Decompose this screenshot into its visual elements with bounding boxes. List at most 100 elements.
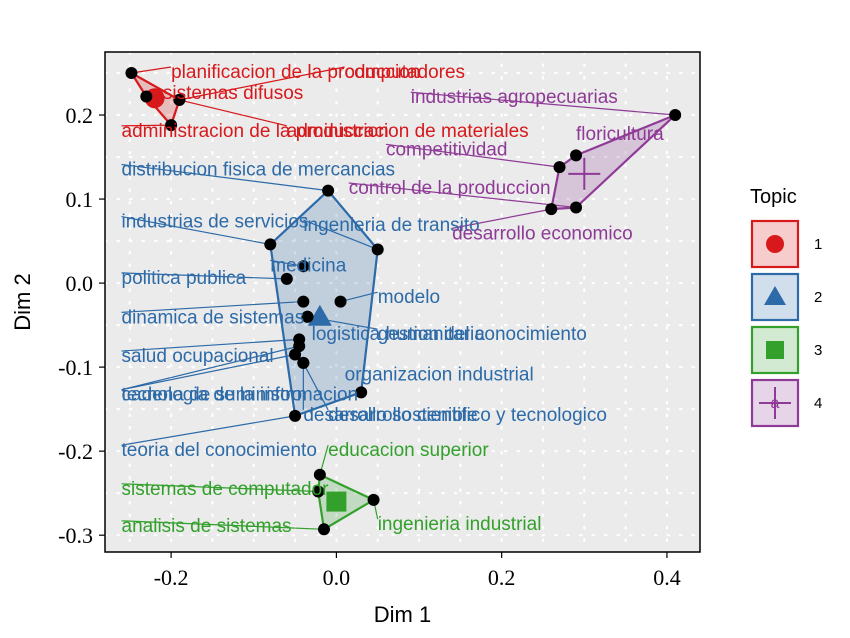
leader-line [121, 300, 304, 313]
y-axis-label: Dim 2 [10, 273, 35, 330]
x-axis-ticks: -0.2 0.0 0.2 0.4 [154, 552, 681, 590]
point-label: desarrollo sostenible [303, 405, 477, 426]
legend-title: Topic [750, 186, 797, 208]
point-label: sistemas de computador [122, 479, 330, 500]
data-point [165, 119, 178, 132]
x-tick-label: 0.4 [653, 565, 681, 590]
point-label: logistica humanitaria [312, 324, 486, 345]
leader-line [348, 182, 577, 209]
leader-line [303, 219, 378, 251]
y-axis-ticks: -0.3 -0.2 -0.1 0.0 0.1 0.2 [58, 103, 105, 548]
point-label: planificacion de la produccion [171, 62, 420, 83]
centroid-topic-2 [307, 304, 332, 326]
leader-line [121, 338, 300, 352]
data-point [297, 356, 310, 369]
data-point [313, 468, 326, 481]
data-point [297, 295, 310, 308]
y-tick-label: -0.1 [58, 355, 93, 380]
leader-line [385, 143, 560, 168]
legend-label: 2 [814, 289, 822, 306]
point-label: control de la produccion [349, 178, 551, 199]
legend-label: 1 [814, 236, 822, 253]
legend-marker-letter: a [771, 395, 780, 412]
data-point [125, 67, 138, 80]
point-label: educacion superior [328, 440, 489, 461]
leader-line [121, 215, 271, 246]
plot-border [104, 51, 701, 553]
point-label: ingenieria de transito [303, 215, 479, 236]
point-label: ingenieria industrial [378, 514, 542, 535]
point-label: industrias de servicios [122, 212, 309, 233]
point-label: floricultura [576, 124, 664, 145]
data-point [264, 238, 277, 251]
data-point [334, 295, 347, 308]
leader-line [302, 362, 329, 411]
data-point [570, 201, 583, 214]
centroid-topic-3 [326, 491, 347, 512]
legend-marker-square [766, 341, 784, 359]
point-label: desarrollo economico [452, 223, 633, 244]
data-point [553, 161, 566, 174]
point-label: desarrollo cientifico y tecnologico [328, 405, 607, 426]
leader-line [121, 483, 319, 493]
point-label: modelo [378, 287, 440, 308]
data-point [367, 493, 380, 506]
y-tick-label: 0.0 [66, 271, 94, 296]
y-tick-label: -0.2 [58, 439, 93, 464]
leader-line [121, 345, 300, 391]
data-point [301, 310, 314, 323]
x-axis-label: Dim 1 [374, 602, 431, 627]
point-label: computadores [345, 62, 465, 83]
leader-line [131, 66, 172, 74]
point-label: organizacion industrial [345, 365, 534, 386]
legend-marker-triangle [764, 286, 786, 305]
point-labels: planificacion de la produccion sistemas d… [122, 62, 665, 537]
data-points [125, 67, 682, 536]
point-label: administracion de materiales [287, 121, 529, 142]
leader-line [340, 291, 378, 303]
point-label: salud ocupacional [122, 346, 274, 367]
legend-marker-circle [766, 235, 784, 253]
leader-line [410, 91, 676, 116]
leader-line [121, 163, 329, 192]
data-point [669, 109, 682, 122]
leader-line [179, 66, 345, 101]
leader-line [121, 272, 287, 280]
data-point [289, 409, 302, 422]
leader-line [121, 124, 172, 127]
x-tick-label: 0.0 [323, 565, 351, 590]
point-label: politica publica [122, 268, 247, 289]
point-label: dinamica de sistemas [122, 307, 305, 328]
point-label: tecnologia de la informacion [122, 385, 359, 406]
point-label: medicina [270, 255, 346, 276]
point-label: analisis de sistemas [122, 516, 292, 537]
data-point [545, 203, 558, 216]
leader-line [121, 520, 325, 530]
data-point [280, 272, 293, 285]
data-point [570, 149, 583, 162]
leader-line [451, 208, 552, 229]
data-point [293, 340, 306, 353]
point-label: cadena de suministro [122, 385, 303, 406]
y-tick-label: 0.1 [66, 187, 94, 212]
point-label: administracion de la produccion [122, 121, 389, 142]
point-label: competitividad [386, 139, 507, 160]
data-point [317, 523, 330, 536]
data-point [371, 243, 384, 256]
point-label: teoria del conocimiento [122, 440, 317, 461]
leader-line [179, 99, 287, 127]
data-point [140, 90, 153, 103]
leader-line [121, 353, 296, 391]
point-label: gestion del conocimiento [378, 324, 587, 345]
data-point [312, 485, 325, 498]
data-point [297, 260, 310, 273]
legend: 1 2 3 a 4 [750, 219, 822, 428]
legend-label: 4 [814, 395, 822, 412]
data-point [322, 184, 335, 197]
leader-line [121, 415, 296, 446]
x-tick-label: 0.2 [488, 565, 516, 590]
data-point [355, 386, 368, 399]
y-tick-label: 0.2 [66, 103, 94, 128]
label-leader-lines [121, 66, 676, 530]
